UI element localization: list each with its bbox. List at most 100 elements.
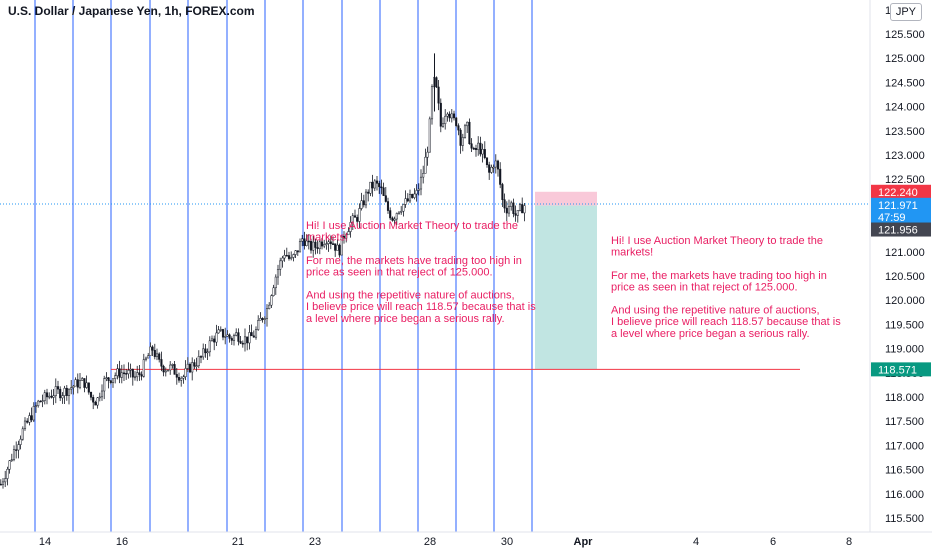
candle-up (78, 380, 82, 388)
candle-up (257, 320, 260, 330)
candle-down (472, 147, 475, 150)
candle-down (158, 353, 161, 360)
note-text-right-line: And using the repetitive nature of aucti… (611, 305, 820, 317)
candle-up (422, 173, 425, 178)
candle-down (331, 243, 335, 245)
candle-up (1, 481, 5, 485)
candle-down (468, 121, 471, 145)
candle-up (32, 406, 35, 421)
stop-price-badge-text: 118.571 (878, 364, 917, 376)
candle-down (261, 318, 264, 320)
candle-down (138, 372, 141, 375)
candle-down (307, 240, 310, 243)
candle-down (371, 181, 374, 189)
candle-up (270, 295, 273, 306)
candle-down (140, 374, 143, 377)
candle-up (74, 379, 77, 387)
candle-up (197, 356, 200, 367)
candle-up (415, 190, 418, 195)
candle-down (378, 183, 381, 188)
candle-up (182, 376, 185, 379)
candle-up (63, 387, 66, 396)
target-price-badge-text: 122.240 (878, 187, 918, 199)
time-tick-label: 8 (846, 536, 852, 548)
candle-down (448, 113, 451, 119)
time-tick-label: Apr (574, 536, 594, 548)
note-text-left-line: markets! (306, 232, 348, 244)
candle-down (153, 350, 156, 357)
candle-up (191, 362, 194, 373)
candle-up (494, 160, 497, 168)
note-text-right[interactable]: Hi! I use Auction Market Theory to trade… (611, 235, 841, 340)
candle-up (142, 359, 145, 377)
candle-up (446, 113, 449, 117)
candle-down (411, 193, 414, 198)
price-axis-background (870, 0, 932, 550)
candle-down (474, 148, 478, 150)
candle-down (285, 254, 288, 257)
candle-down (382, 187, 385, 196)
candle-down (501, 184, 504, 200)
candle-up (41, 400, 44, 402)
candle-up (283, 254, 286, 259)
candle-down (237, 332, 240, 342)
note-text-left-line: Hi! I use Auction Market Theory to trade… (306, 220, 518, 232)
candle-up (105, 377, 108, 379)
candle-up (184, 368, 187, 378)
candle-up (276, 269, 280, 278)
candle-up (144, 357, 148, 360)
candle-down (125, 373, 128, 375)
entry-price-badge-bg (871, 222, 931, 237)
price-tick-label: 120.500 (885, 271, 925, 283)
candle-down (342, 235, 346, 239)
candle-up (402, 204, 405, 212)
candle-up (340, 235, 343, 256)
note-text-right-line: price as seen in that reject of 125.000. (611, 281, 798, 293)
note-text-left[interactable]: Hi! I use Auction Market Theory to trade… (306, 220, 536, 325)
note-text-left-line: a level where price began a serious rall… (306, 313, 505, 325)
candle-up (52, 395, 55, 398)
candle-down (0, 483, 2, 486)
candle-down (303, 238, 306, 246)
candle-up (43, 392, 46, 401)
candle-up (48, 395, 51, 398)
entry-price-badge: 121.956 (871, 222, 931, 237)
candle-up (492, 166, 495, 169)
candle-up (466, 121, 469, 127)
position-zones-group[interactable] (535, 191, 597, 370)
stop-loss-zone[interactable] (535, 191, 597, 206)
notes-group[interactable]: Hi! I use Auction Market Theory to trade… (306, 220, 841, 340)
candle-up (235, 332, 238, 336)
candle-down (109, 380, 112, 383)
candle-up (114, 375, 117, 379)
time-axis[interactable]: 14 16 21 23 28 30 Apr 4 6 8 (0, 531, 932, 548)
candle-down (228, 334, 231, 339)
note-text-right-line: a level where price began a serious rall… (611, 328, 810, 340)
candle-up (518, 204, 522, 211)
candle-up (358, 208, 361, 222)
candle-down (479, 142, 482, 155)
take-profit-zone[interactable] (535, 205, 597, 370)
candle-up (463, 125, 467, 138)
currency-badge[interactable]: JPY (889, 3, 922, 21)
candle-down (455, 117, 458, 126)
candle-up (305, 240, 308, 246)
price-axis[interactable]: 115.500 116.000 116.500 117.000 117.500 118.0… (869, 0, 932, 550)
candle-down (204, 348, 207, 354)
time-tick-label: 16 (116, 536, 128, 548)
candle-down (391, 217, 394, 221)
candle-up (72, 385, 75, 388)
candle-up (461, 137, 464, 146)
candle-up (217, 329, 220, 334)
candle-down (329, 241, 332, 244)
candle-up (400, 210, 403, 213)
candle-up (127, 370, 130, 375)
candle-down (485, 157, 489, 165)
price-tick-label: 116.500 (885, 465, 924, 477)
candle-up (369, 181, 372, 194)
candle-up (254, 329, 258, 338)
candle-up (426, 151, 429, 158)
candle-up (523, 205, 526, 214)
candle-up (360, 200, 363, 209)
